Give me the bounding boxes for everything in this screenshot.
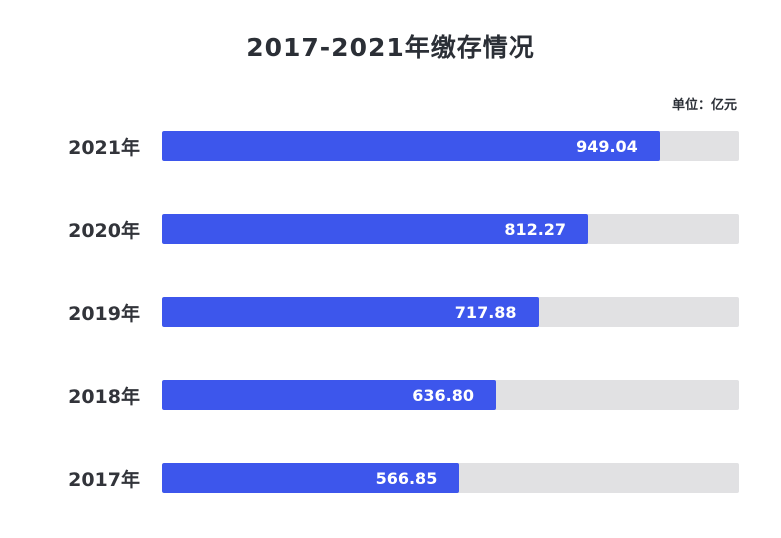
category-label: 2019年 xyxy=(68,302,140,325)
bar-row: 2020年 812.27 xyxy=(42,214,739,244)
bar: 812.27 xyxy=(162,214,589,244)
category-label: 2021年 xyxy=(68,136,140,159)
bar: 566.85 xyxy=(162,463,460,493)
bar: 636.80 xyxy=(162,380,497,410)
bar-row: 2018年 636.80 xyxy=(42,380,739,410)
bar-row: 2019年 717.88 xyxy=(42,297,739,327)
bar-track: 566.85 xyxy=(162,463,739,493)
category-label: 2017年 xyxy=(68,468,140,491)
bar-track: 636.80 xyxy=(162,380,739,410)
value-label: 949.04 xyxy=(576,136,638,156)
category-label: 2018年 xyxy=(68,385,140,408)
category-label: 2020年 xyxy=(68,219,140,242)
value-label: 717.88 xyxy=(454,302,517,322)
value-label: 636.80 xyxy=(412,385,475,405)
unit-label: 单位：亿元 xyxy=(671,98,737,113)
value-label: 566.85 xyxy=(375,468,438,488)
bar-row: 2017年 566.85 xyxy=(42,463,739,493)
chart-title: 2017-2021年缴存情况 xyxy=(246,33,535,62)
bar: 949.04 xyxy=(162,131,660,161)
bar-track: 717.88 xyxy=(162,297,739,327)
bar-row: 2021年 949.04 xyxy=(42,131,739,161)
bar-track: 949.04 xyxy=(162,131,739,161)
bar-chart: 2021年 949.04 2020年 812.27 2019年 717.88 2018年 63… xyxy=(42,131,739,493)
bar-track: 812.27 xyxy=(162,214,739,244)
bar: 717.88 xyxy=(162,297,539,327)
value-label: 812.27 xyxy=(504,219,567,239)
